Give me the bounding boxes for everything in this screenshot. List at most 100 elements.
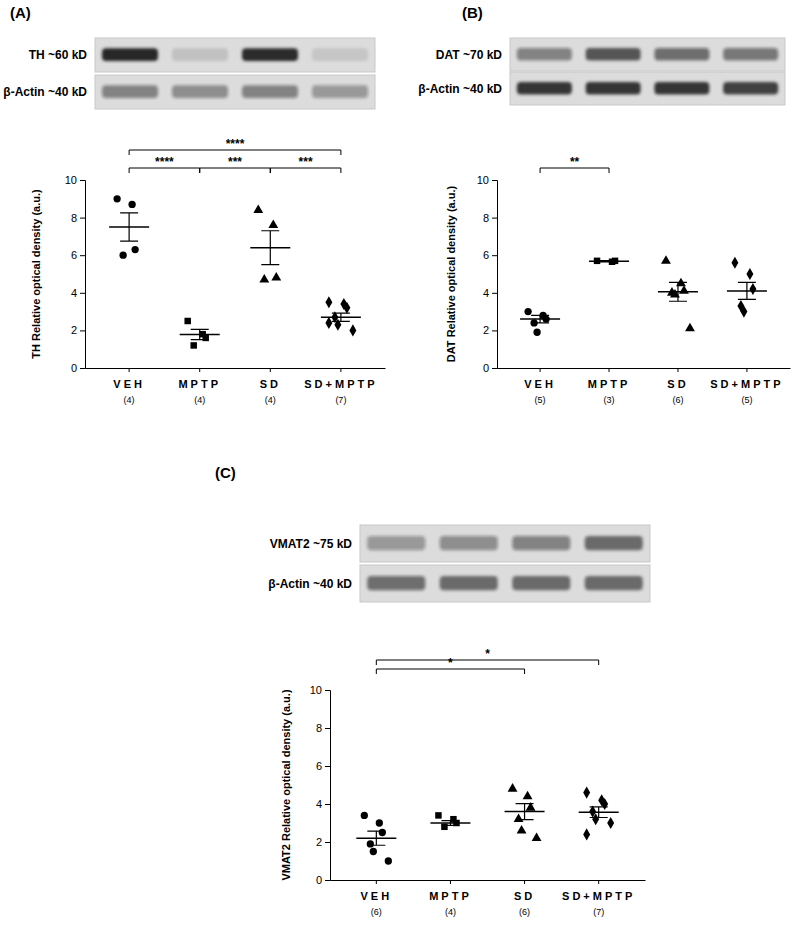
y-tick-label: 10: [65, 174, 77, 186]
n-label: (3): [604, 395, 615, 405]
y-tick-mark: [492, 218, 497, 219]
category-label: SD+MPTP: [562, 890, 635, 902]
sem-bar: [261, 231, 279, 265]
data-point: [271, 272, 281, 281]
n-label: (6): [672, 395, 683, 405]
y-tick: 0: [71, 362, 85, 374]
category-label: SD: [667, 378, 688, 390]
data-point: [119, 252, 126, 259]
data-point: [749, 283, 756, 295]
blot-band: [242, 48, 298, 61]
data-point: [131, 246, 138, 253]
category-label: VEH: [361, 890, 393, 902]
y-tick: 2: [71, 324, 85, 336]
y-tick-mark: [492, 180, 497, 181]
panel: (C)VMAT2 ~75 kDβ-Actin ~40 kD0246810VEHM…: [215, 464, 650, 917]
blot-label: VMAT2 ~75 kD: [270, 537, 352, 551]
data-point: [361, 812, 368, 819]
x-axis: VEH MPTP SD SD+MPTP: [86, 368, 386, 390]
sem-bar: [738, 282, 756, 299]
y-tick-label: 8: [316, 722, 322, 734]
blot-label: β-Actin ~40 kD: [418, 82, 502, 96]
blot-label: β-Actin ~40 kD: [3, 85, 87, 99]
y-tick: 2: [316, 836, 330, 848]
n-label: (6): [371, 907, 382, 917]
data-point: [325, 296, 332, 308]
significance-label: ****: [155, 155, 174, 169]
y-tick-label: 2: [483, 324, 489, 336]
x-tick: VEH: [113, 368, 145, 390]
significance-label: *: [448, 656, 453, 670]
x-tick-mark: [376, 880, 377, 884]
n-label: (4): [445, 907, 456, 917]
y-tick-label: 4: [71, 287, 77, 299]
x-tick-mark: [340, 368, 341, 372]
category-label: MPTP: [178, 378, 221, 390]
y-tick-mark: [492, 330, 497, 331]
y-tick-label: 8: [483, 212, 489, 224]
n-label: (7): [335, 395, 346, 405]
significance-label: **: [570, 155, 580, 169]
panel: (B)DAT ~70 kDβ-Actin ~40 kD0246810VEHMPT…: [418, 4, 790, 405]
panel-title: (B): [462, 4, 483, 21]
blot-band: [440, 576, 498, 590]
x-tick-mark: [540, 368, 541, 372]
x-tick: SD+MPTP: [304, 368, 377, 390]
panel-title: (C): [215, 464, 236, 481]
y-tick-mark: [325, 804, 330, 805]
y-axis: 0246810: [65, 174, 86, 374]
data-point: [685, 323, 695, 332]
y-tick: 8: [71, 212, 85, 224]
category-label: VEH: [524, 378, 556, 390]
y-tick-label: 6: [483, 249, 489, 261]
data-point: [524, 308, 531, 315]
figure: (A)TH ~60 kDβ-Actin ~40 kD0246810VEHMPTP…: [0, 0, 800, 925]
sem-bar: [590, 807, 608, 818]
y-tick-label: 8: [71, 212, 77, 224]
data-point: [268, 219, 278, 228]
data-point: [379, 829, 386, 836]
y-tick: 4: [316, 798, 330, 810]
blot-label: TH ~60 kD: [29, 48, 88, 62]
blot-band: [367, 536, 425, 550]
panel: (A)TH ~60 kDβ-Actin ~40 kD0246810VEHMPTP…: [3, 4, 385, 405]
x-tick: SD: [260, 368, 281, 390]
y-tick: 8: [483, 212, 497, 224]
x-tick-mark: [746, 368, 747, 372]
data-point: [740, 306, 747, 318]
blot-band: [312, 85, 368, 98]
category-label: SD+MPTP: [710, 378, 783, 390]
y-tick-mark: [325, 842, 330, 843]
data-point: [533, 329, 540, 336]
sem-bar: [191, 329, 209, 339]
y-tick: 10: [477, 174, 497, 186]
data-point: [325, 317, 332, 329]
blot-band: [723, 48, 778, 61]
x-tick: VEH: [524, 368, 556, 390]
blot-background: [510, 72, 785, 105]
plot-area: [109, 195, 361, 349]
data-point: [253, 204, 263, 213]
blot-band: [440, 536, 498, 550]
y-tick: 10: [65, 174, 85, 186]
data-point: [514, 814, 524, 823]
data-point: [661, 255, 671, 264]
blot-background: [95, 75, 375, 109]
y-tick-mark: [80, 180, 85, 181]
y-tick-mark: [325, 728, 330, 729]
y-tick-label: 4: [316, 798, 322, 810]
x-tick: MPTP: [429, 880, 472, 902]
data-point: [731, 257, 738, 269]
y-tick-mark: [80, 293, 85, 294]
x-tick: VEH: [361, 880, 393, 902]
sem-bar: [516, 804, 534, 820]
y-tick-mark: [80, 368, 85, 369]
data-point: [367, 840, 374, 847]
blot-background: [360, 525, 650, 562]
blot-label: β-Actin ~40 kD: [268, 577, 352, 591]
y-tick-mark: [80, 330, 85, 331]
category-label: SD: [260, 378, 281, 390]
blot-strip: [95, 75, 375, 109]
data-point: [113, 195, 120, 202]
data-point: [532, 833, 542, 842]
